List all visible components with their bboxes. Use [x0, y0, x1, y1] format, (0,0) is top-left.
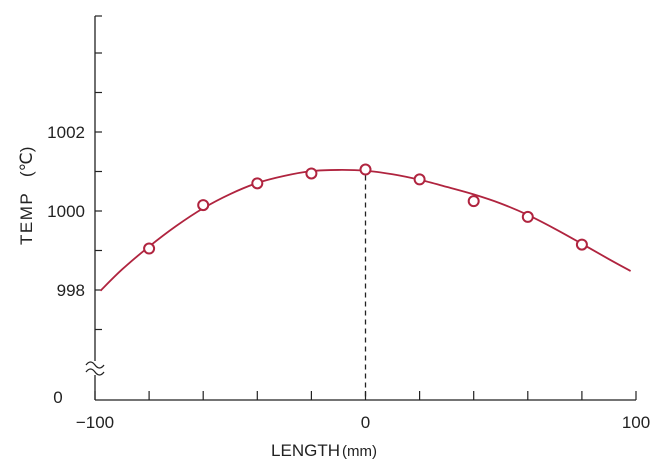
axis-break-mask [86, 361, 104, 375]
y-axis-title: TEMP [17, 192, 36, 245]
axis-break-mark [85, 361, 105, 369]
x-tick-label: −100 [76, 413, 114, 432]
x-axis-title: LENGTH [271, 441, 340, 460]
data-point [197, 199, 210, 212]
data-point [251, 177, 264, 190]
y-tick-label: 1002 [47, 123, 85, 142]
axis-break-mark [85, 368, 105, 376]
y-tick-label: 1000 [47, 202, 85, 221]
data-point [467, 195, 480, 208]
y-zero-label: 0 [53, 388, 62, 407]
y-ticks [95, 15, 102, 331]
y-tick-label: 998 [57, 281, 85, 300]
x-tick-labels: −100 0 100 [76, 413, 650, 432]
y-axis-unit: (℃) [17, 147, 36, 177]
data-point [521, 210, 534, 223]
x-tick-label: 100 [622, 413, 650, 432]
data-point [143, 242, 156, 255]
axis-break [85, 361, 105, 376]
data-point [305, 167, 318, 180]
x-tick-label: 0 [361, 413, 370, 432]
x-axis-unit: (mm) [342, 443, 377, 460]
data-point [413, 173, 426, 186]
data-point [575, 238, 588, 251]
y-tick-labels: 998 1000 1002 [47, 123, 85, 300]
data-markers [143, 163, 588, 255]
data-point [359, 163, 372, 176]
